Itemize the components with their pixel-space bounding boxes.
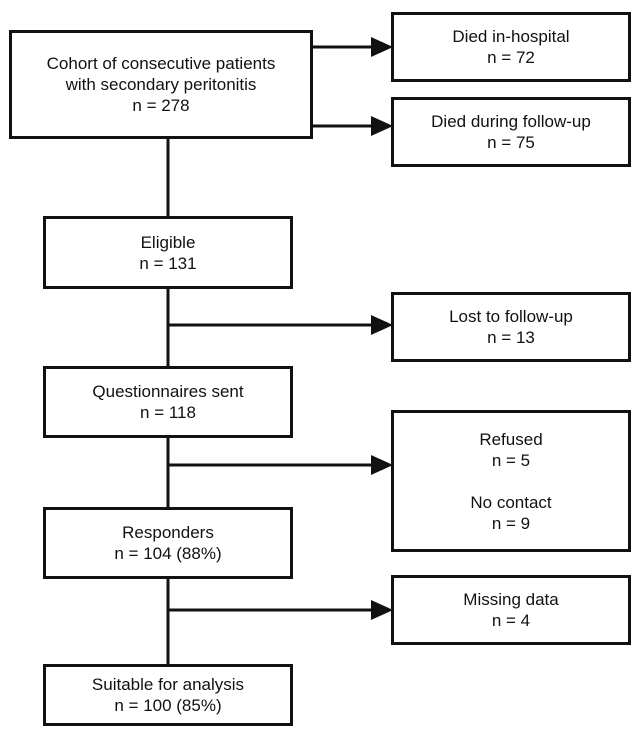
died-in-hospital-label: Died in-hospital [452,27,570,46]
eligible-label: Eligible [140,232,196,252]
refused-label: Refused [479,429,543,449]
responders-label: Responders [122,523,214,542]
cohort-label-line2: with secondary peritonitis [65,75,257,94]
died-follow-up-count: n = 75 [487,133,535,152]
suitable-count: n = 100 (85%) [114,696,222,715]
questionnaires-sent-box: Questionnaires sent n = 118 [43,366,293,438]
missing-data-box: Missing data n = 4 [391,575,631,645]
arrowhead-died-in-hospital [371,37,393,57]
died-follow-up-label: Died during follow-up [431,112,591,131]
nonresponse-box: Refused n = 5 No contact n = 9 [391,410,631,552]
suitable-label: Suitable for analysis [91,675,245,694]
arrowhead-missing-data [371,600,393,620]
cohort-box: Cohort of consecutive patients with seco… [9,30,313,139]
cohort-count: n = 278 [132,96,190,115]
lost-follow-up-label: Lost to follow-up [449,307,573,326]
no-contact-count: n = 9 [491,513,531,533]
responders-count: n = 104 (88%) [114,544,222,563]
refused-count: n = 5 [491,450,531,470]
lost-follow-up-box: Lost to follow-up n = 13 [391,292,631,362]
questionnaires-sent-count: n = 118 [140,403,196,422]
missing-data-label: Missing data [463,590,559,609]
missing-data-count: n = 4 [491,611,531,630]
eligible-count: n = 131 [139,253,197,273]
eligible-box: Eligible n = 131 [43,216,293,289]
arrowhead-died-follow-up [371,116,393,136]
died-follow-up-box: Died during follow-up n = 75 [391,97,631,167]
arrowhead-lost-follow-up [371,315,393,335]
responders-box: Responders n = 104 (88%) [43,507,293,579]
lost-follow-up-count: n = 13 [487,328,535,347]
died-in-hospital-box: Died in-hospital n = 72 [391,12,631,82]
suitable-box: Suitable for analysis n = 100 (85%) [43,664,293,726]
questionnaires-sent-label: Questionnaires sent [92,382,244,401]
cohort-label-line1: Cohort of consecutive patients [46,54,276,73]
died-in-hospital-count: n = 72 [487,48,535,67]
arrowhead-nonresponse [371,455,393,475]
no-contact-label: No contact [470,492,552,512]
